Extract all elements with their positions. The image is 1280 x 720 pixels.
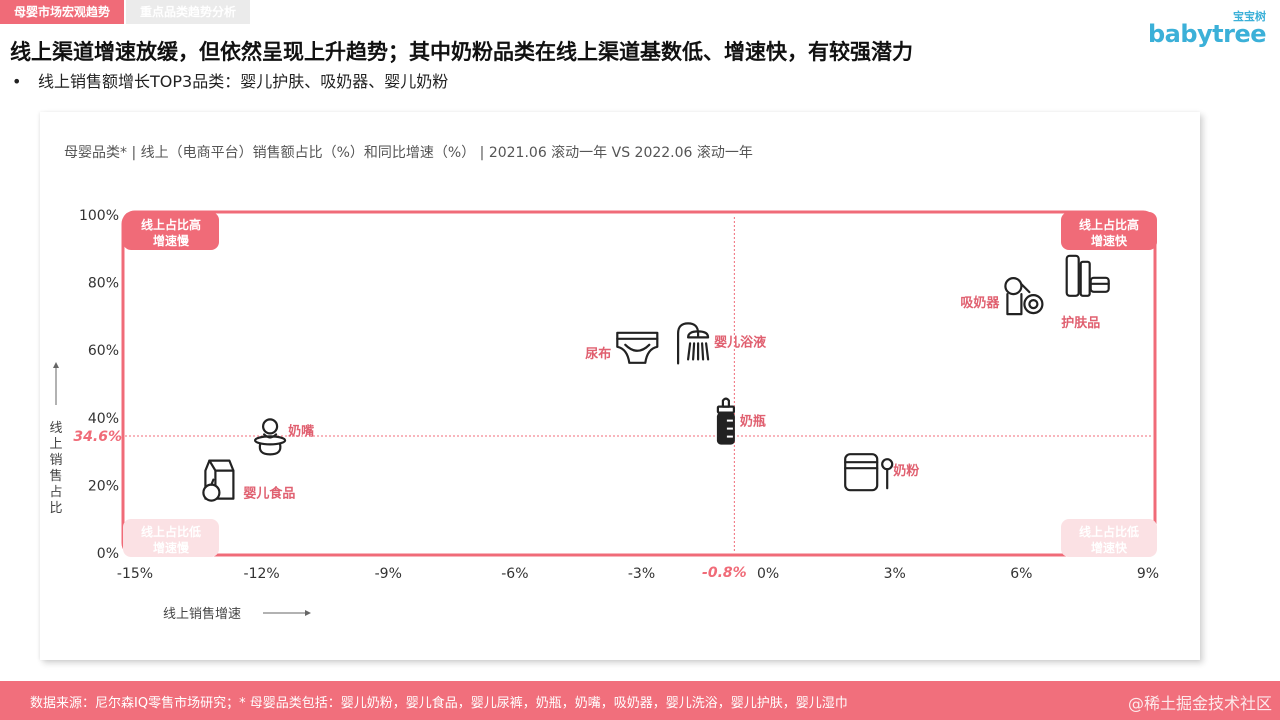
quadrant-label-line2: 增速慢 [153, 233, 190, 248]
x-axis-arrowhead-icon [305, 610, 311, 616]
data-point: 奶瓶 [716, 397, 766, 445]
quadrant-label-line2: 增速快 [1091, 540, 1128, 555]
y-tick-label: 100% [79, 208, 119, 224]
y-axis-label: 线上销售占比 [49, 421, 62, 516]
data-point-label: 吸奶器 [960, 295, 1000, 311]
data-point-label: 奶嘴 [287, 423, 314, 439]
data-point-label: 奶瓶 [739, 414, 766, 430]
data-point-label: 护肤品 [1061, 315, 1100, 331]
y-tick-label: 40% [88, 411, 119, 427]
bullet-text: 线上销售额增长TOP3品类：婴儿护肤、吸奶器、婴儿奶粉 [38, 72, 449, 91]
data-point-label: 奶粉 [892, 463, 919, 479]
x-tick-label: 6% [1010, 566, 1032, 582]
x-tick-label: -3% [628, 566, 655, 582]
chart-title: 母婴品类* | 线上（电商平台）销售额占比（%）和同比增速（%） | 2021.… [64, 145, 753, 161]
quadrant-label-line2: 增速快 [1091, 233, 1128, 248]
chart-panel [40, 112, 1200, 660]
baby-food-icon [202, 459, 235, 502]
data-point: 婴儿食品 [202, 459, 295, 502]
logo-cn-text: 宝宝树 [1233, 10, 1266, 23]
y-axis-arrowhead-icon [53, 362, 59, 368]
milk-powder-icon [844, 453, 894, 492]
ref-y-label: 34.6% [73, 429, 122, 445]
x-tick-label: -15% [117, 566, 153, 582]
data-point: 婴儿浴液 [676, 322, 766, 365]
y-tick-label: 20% [88, 478, 119, 494]
quadrant-label-line1: 线上占比高 [1079, 217, 1139, 232]
quadrant-label-line1: 线上占比低 [141, 524, 201, 539]
x-tick-label: 3% [884, 566, 906, 582]
babytree-logo: 宝宝树 babytree [1123, 8, 1268, 48]
footer-bar: 数据来源：尼尔森IQ零售市场研究；* 母婴品类包括：婴儿奶粉，婴儿食品，婴儿尿裤… [0, 681, 1280, 720]
ref-x-label: -0.8% [702, 565, 747, 581]
skincare-icon [1065, 254, 1110, 297]
quadrant-badge-bg [1061, 212, 1157, 250]
data-point-label: 婴儿食品 [243, 486, 295, 502]
x-tick-label: -9% [375, 566, 402, 582]
quadrant-badge-bg [1061, 519, 1157, 557]
quadrant-badge-bg [123, 519, 219, 557]
tab-category-analysis[interactable]: 重点品类趋势分析 [126, 0, 251, 24]
quadrant-label-line1: 线上占比低 [1079, 524, 1139, 539]
y-tick-label: 60% [88, 343, 119, 359]
quadrant-badge-bg [123, 212, 219, 250]
x-tick-label: -12% [244, 566, 280, 582]
tab-bar: 母婴市场宏观趋势 重点品类趋势分析 [0, 0, 251, 24]
data-source-note: 数据来源：尼尔森IQ零售市场研究；* 母婴品类包括：婴儿奶粉，婴儿食品，婴儿尿裤… [30, 696, 848, 711]
quadrant-label-line2: 增速慢 [153, 540, 190, 555]
x-axis-label: 线上销售增速 [163, 606, 241, 622]
data-point: 奶粉 [844, 453, 919, 492]
page-headline: 线上渠道增速放缓，但依然呈现上升趋势；其中奶粉品类在线上渠道基数低、增速快，有较… [10, 40, 913, 64]
pacifier-icon [254, 418, 287, 456]
data-point: 护肤品 [1061, 254, 1110, 331]
data-point: 尿布 [585, 331, 659, 364]
data-point: 吸奶器 [960, 277, 1044, 316]
baby-bottle-icon [716, 397, 736, 445]
x-tick-label: 9% [1137, 566, 1159, 582]
data-point: 奶嘴 [254, 418, 314, 456]
tab-market-trend[interactable]: 母婴市场宏观趋势 [0, 0, 125, 24]
data-point-label: 尿布 [585, 346, 611, 362]
y-tick-label: 80% [88, 276, 119, 292]
plot-frame [121, 210, 1157, 557]
watermark: @稀土掘金技术社区 [1127, 694, 1272, 713]
data-point-label: 婴儿浴液 [714, 334, 766, 350]
x-tick-label: 0% [757, 566, 779, 582]
shower-icon [676, 322, 710, 365]
breast-pump-icon [1004, 277, 1044, 316]
bullet-marker: • [12, 72, 22, 91]
diaper-icon [616, 331, 659, 364]
logo-en-text: babytree [1147, 20, 1267, 48]
y-tick-label: 0% [97, 546, 119, 562]
bullet-point: • 线上销售额增长TOP3品类：婴儿护肤、吸奶器、婴儿奶粉 [12, 68, 448, 92]
quadrant-label-line1: 线上占比高 [141, 217, 201, 232]
x-tick-label: -6% [501, 566, 528, 582]
